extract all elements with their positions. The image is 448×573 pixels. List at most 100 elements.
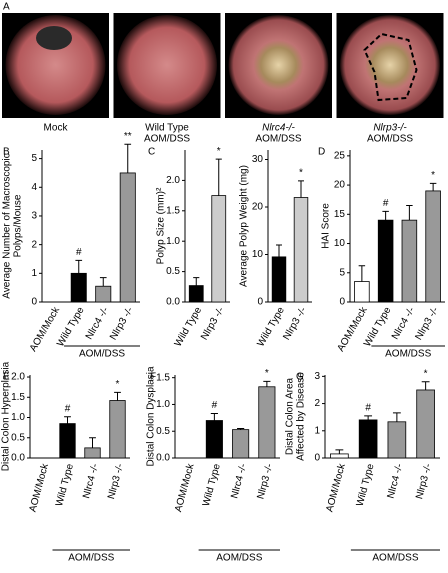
error-bar	[114, 391, 121, 401]
y-tick-label: 25	[334, 150, 346, 161]
bar	[205, 420, 223, 459]
x-tick-label: Wild Type	[201, 462, 223, 508]
bar	[188, 285, 204, 303]
y-axis-label: Average Polyp Weight (mg)	[239, 165, 250, 287]
y-tick-label: 0	[257, 297, 263, 308]
group-label: AOM/DSS	[216, 553, 262, 564]
error-bar	[89, 437, 96, 448]
x-tick-label: AOM/Mock	[28, 462, 52, 514]
x-tick-label: Nlrc4 -/-	[385, 463, 405, 500]
x-tick-label: Nlrc4 -/-	[84, 305, 111, 341]
y-tick-label: 5	[31, 153, 37, 164]
photo-lumen	[36, 26, 72, 50]
y-tick-label: 3	[31, 211, 37, 222]
error-bar	[382, 210, 389, 221]
panel-label: F	[150, 372, 156, 383]
y-tick-label: 0.0	[166, 297, 180, 308]
photo-caption: Wild Type	[145, 123, 189, 134]
y-tick-label: 3	[314, 371, 320, 382]
photo	[340, 15, 440, 115]
annotation: *	[265, 368, 269, 379]
y-tick-label: 2	[314, 398, 320, 409]
y-tick-label: 0.5	[166, 266, 180, 277]
panel-label: G	[296, 372, 304, 383]
error-bar	[237, 428, 245, 430]
panel-label: C	[148, 147, 155, 158]
annotation: *	[116, 379, 120, 390]
photo-caption: Nlrc4-/-	[262, 123, 295, 134]
photo-caption: AOM/DSS	[367, 134, 413, 145]
y-tick-label: 1.5	[11, 392, 25, 403]
y-tick-label: 1	[31, 268, 37, 279]
tumor-outline	[363, 32, 418, 102]
bar	[354, 281, 370, 303]
annotation: #	[383, 198, 389, 209]
y-tick-label: 0.5	[156, 426, 170, 437]
y-tick-label: 1.5	[166, 205, 180, 216]
error-bar	[297, 180, 305, 198]
error-bar	[364, 415, 373, 420]
bar	[330, 453, 349, 459]
bar	[358, 419, 378, 459]
x-tick-label: Nlrc4 -/-	[229, 463, 249, 500]
y-tick-label: 30	[252, 154, 264, 165]
bar	[377, 219, 394, 303]
x-tick-label: AOM/Mock	[173, 462, 197, 514]
error-bar	[99, 277, 107, 287]
error-bar	[358, 265, 366, 282]
x-tick-label: AOM/Mock	[336, 304, 371, 353]
annotation: #	[76, 247, 82, 258]
y-axis-label: Distal Colon Hyperplasia	[1, 361, 12, 471]
error-bar	[263, 380, 271, 387]
x-tick-label: Nlrc4 -/-	[81, 463, 101, 500]
annotation: *	[424, 368, 428, 379]
group-label: AOM/DSS	[372, 553, 418, 564]
annotation: *	[299, 168, 303, 179]
y-tick-label: 2	[31, 239, 37, 250]
group-label: AOM/DSS	[385, 349, 431, 360]
y-tick-label: 2.0	[11, 372, 25, 383]
y-tick-label: 0	[339, 297, 345, 308]
x-tick-label: Wild Type	[255, 305, 287, 349]
photo-caption: Mock	[44, 123, 69, 134]
x-tick-label: Nlrp3 -/-	[106, 463, 126, 501]
y-axis-label: Polyp Size (mm)²	[156, 187, 167, 264]
bar	[271, 256, 287, 303]
y-axis-label: Distal Colon Dysplasia	[146, 366, 157, 466]
y-axis-label: Polyps/Mouse	[13, 194, 24, 257]
y-tick-label: 0.0	[11, 453, 25, 464]
error-bar	[215, 158, 222, 196]
bar	[387, 421, 407, 459]
y-tick-label: 20	[334, 180, 346, 191]
annotation: **	[124, 131, 132, 142]
annotation: *	[217, 146, 221, 157]
error-bar	[124, 143, 132, 173]
photo-caption: AOM/DSS	[144, 134, 190, 145]
x-tick-label: Nlrp3 -/-	[414, 463, 434, 501]
y-tick-label: 1	[314, 425, 320, 436]
bar	[95, 285, 112, 303]
bar	[109, 400, 126, 459]
y-tick-label: 1.0	[166, 236, 180, 247]
x-tick-label: Nlrp3 -/-	[255, 463, 275, 501]
error-bar	[64, 416, 71, 424]
error-bar	[406, 205, 413, 221]
bar	[211, 195, 227, 303]
photo	[5, 15, 106, 115]
y-axis-label: Average Number of Macroscopic	[2, 153, 13, 298]
y-axis-label: Distal Colon Area	[285, 377, 296, 455]
error-bar	[392, 412, 401, 422]
y-tick-label: 5	[339, 267, 345, 278]
group-label: AOM/DSS	[79, 349, 125, 360]
y-tick-label: 4	[31, 182, 37, 193]
panel-label: A	[3, 2, 10, 13]
y-tick-label: 0.0	[156, 453, 170, 464]
photo	[117, 15, 217, 115]
y-tick-label: 15	[334, 209, 346, 220]
annotation: #	[65, 403, 71, 414]
x-tick-label: Wild Type	[355, 462, 377, 508]
x-tick-label: Nlrp3 -/-	[108, 305, 136, 342]
photo-caption: Nlrp3-/-	[373, 123, 407, 134]
x-tick-label: AOM/Mock	[28, 304, 63, 353]
